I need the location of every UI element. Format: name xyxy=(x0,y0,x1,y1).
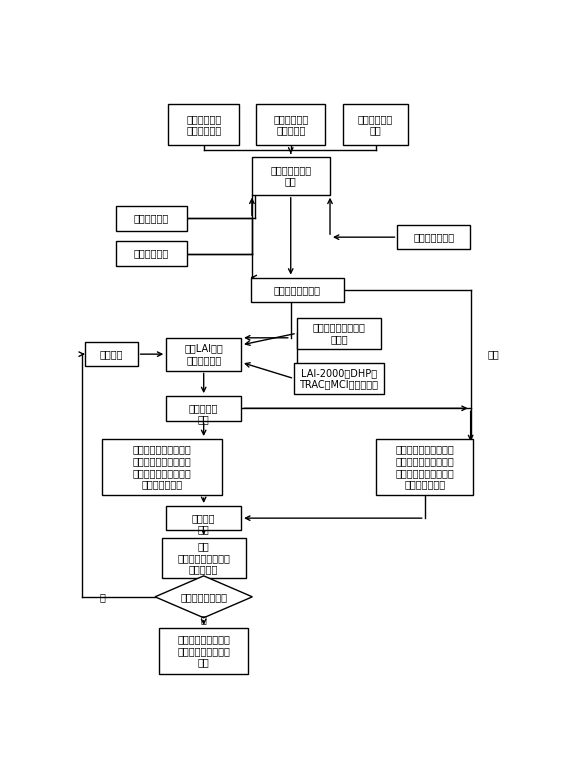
Text: 典型虚拟植被环境: 典型虚拟植被环境 xyxy=(274,285,321,295)
Text: 是: 是 xyxy=(100,592,105,602)
Text: 典型林分条件: 典型林分条件 xyxy=(134,249,169,259)
Text: 方案是否需要改进: 方案是否需要改进 xyxy=(180,592,227,602)
Text: 单株植物建模
软件: 单株植物建模 软件 xyxy=(358,114,393,136)
FancyBboxPatch shape xyxy=(168,105,240,145)
Text: 计算: 计算 xyxy=(198,414,210,424)
Text: LAI-2000、DHP、
TRAC、MCI测量方法等: LAI-2000、DHP、 TRAC、MCI测量方法等 xyxy=(300,368,378,389)
FancyBboxPatch shape xyxy=(85,342,138,366)
FancyBboxPatch shape xyxy=(252,156,330,195)
Text: 验证分析: 验证分析 xyxy=(192,513,215,523)
Text: 植物形态结构
参数化描述: 植物形态结构 参数化描述 xyxy=(273,114,308,136)
FancyBboxPatch shape xyxy=(343,105,408,145)
Text: 模拟数据库: 模拟数据库 xyxy=(189,404,218,414)
FancyBboxPatch shape xyxy=(159,628,248,674)
Text: 模拟方案: 模拟方案 xyxy=(100,349,123,359)
Text: 典型单株植物模
型库: 典型单株植物模 型库 xyxy=(270,165,311,187)
FancyBboxPatch shape xyxy=(116,206,187,230)
FancyBboxPatch shape xyxy=(251,278,344,302)
Text: 地面LAI间接
测量方法模拟: 地面LAI间接 测量方法模拟 xyxy=(184,343,223,365)
FancyBboxPatch shape xyxy=(297,318,381,349)
Text: 木质面积指数、叶面积
指数、木质总面积比参
数、冠层基本组分及木
质组分聚集指数: 木质面积指数、叶面积 指数、木质总面积比参 数、冠层基本组分及木 质组分聚集指数 xyxy=(133,445,192,489)
FancyBboxPatch shape xyxy=(103,439,222,495)
FancyBboxPatch shape xyxy=(294,363,384,394)
Text: 木质面积指数、叶面积
指数、木质总面积比参
数、冠层基本组分及木
质组分聚集指数: 木质面积指数、叶面积 指数、木质总面积比参 数、冠层基本组分及木 质组分聚集指数 xyxy=(395,445,454,489)
FancyBboxPatch shape xyxy=(166,506,241,530)
FancyBboxPatch shape xyxy=(116,241,187,266)
Text: 植被调查数据库: 植被调查数据库 xyxy=(413,232,454,242)
FancyBboxPatch shape xyxy=(256,105,325,145)
Text: 高精度的地面间接测
量方法、算法及观测
方案: 高精度的地面间接测 量方法、算法及观测 方案 xyxy=(177,634,230,668)
Text: 地面
间接测量方法、算法
及观测方案: 地面 间接测量方法、算法 及观测方案 xyxy=(177,542,230,575)
Text: 光线跟踪算法、投影
算法等: 光线跟踪算法、投影 算法等 xyxy=(313,323,365,344)
FancyBboxPatch shape xyxy=(162,538,245,578)
FancyBboxPatch shape xyxy=(166,396,241,420)
Polygon shape xyxy=(155,576,252,618)
Text: 计算: 计算 xyxy=(487,349,499,359)
FancyBboxPatch shape xyxy=(376,439,473,495)
Text: 典型地形条件: 典型地形条件 xyxy=(134,213,169,224)
FancyBboxPatch shape xyxy=(166,337,241,371)
Text: 否: 否 xyxy=(201,614,207,624)
Text: 总结: 总结 xyxy=(198,524,210,534)
FancyBboxPatch shape xyxy=(397,225,470,250)
Text: 植物形态结构
参数实地测量: 植物形态结构 参数实地测量 xyxy=(186,114,221,136)
